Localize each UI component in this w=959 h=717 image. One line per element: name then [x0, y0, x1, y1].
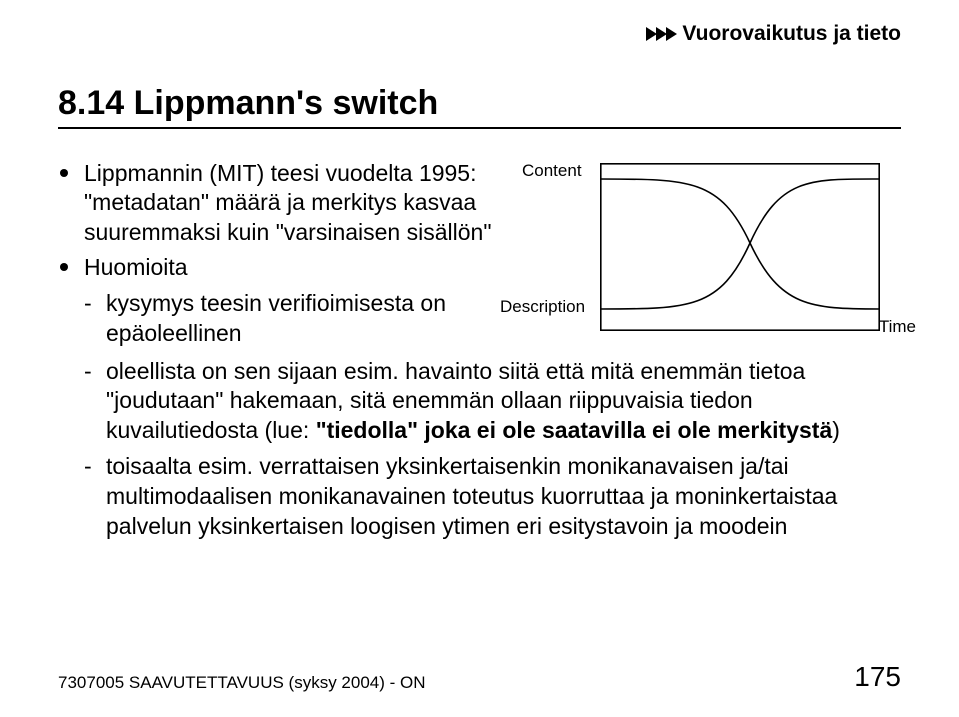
chart-label-content: Content [522, 161, 582, 181]
bullet-item: Huomioita [58, 253, 518, 282]
sub2-text-c: ) [832, 417, 840, 443]
chart-wrap: Content Description Time [540, 159, 900, 349]
footer: 7307005 SAAVUTETTAVUUS (syksy 2004) - ON… [58, 661, 901, 693]
arrow-icon [666, 27, 677, 41]
breadcrumb-text: Vuorovaikutus ja tieto [682, 22, 901, 46]
chart-column: Content Description Time [518, 159, 901, 349]
footer-page-number: 175 [854, 661, 901, 693]
chart-label-time: Time [879, 317, 916, 337]
arrow-icon-group [646, 27, 676, 41]
bullet-item: Lippmannin (MIT) teesi vuodelta 1995: "m… [58, 159, 518, 247]
text-column: Lippmannin (MIT) teesi vuodelta 1995: "m… [58, 159, 518, 355]
sub-bullet-list-full: oleellista on sen sijaan esim. havainto … [58, 357, 901, 542]
sub-bullet-item: toisaalta esim. verrattaisen yksinkertai… [84, 452, 901, 542]
page-title: 8.14 Lippmann's switch [58, 84, 901, 123]
bullet-list: Lippmannin (MIT) teesi vuodelta 1995: "m… [58, 159, 518, 283]
sub-bullet-list: kysymys teesin verifioimisesta on epäole… [58, 289, 518, 349]
breadcrumb-header: Vuorovaikutus ja tieto [646, 22, 901, 46]
sub-bullet-item: oleellista on sen sijaan esim. havainto … [84, 357, 901, 447]
content-row: Lippmannin (MIT) teesi vuodelta 1995: "m… [58, 159, 901, 355]
chart-label-description: Description [500, 297, 585, 317]
switch-chart [600, 163, 880, 331]
sub-bullet-item: kysymys teesin verifioimisesta on epäole… [84, 289, 518, 349]
sub2-text-bold: "tiedolla" joka ei ole saatavilla ei ole… [316, 417, 833, 443]
footer-course: 7307005 SAAVUTETTAVUUS (syksy 2004) - ON [58, 673, 426, 693]
slide-page: Vuorovaikutus ja tieto 8.14 Lippmann's s… [0, 0, 959, 717]
title-rule [58, 127, 901, 129]
